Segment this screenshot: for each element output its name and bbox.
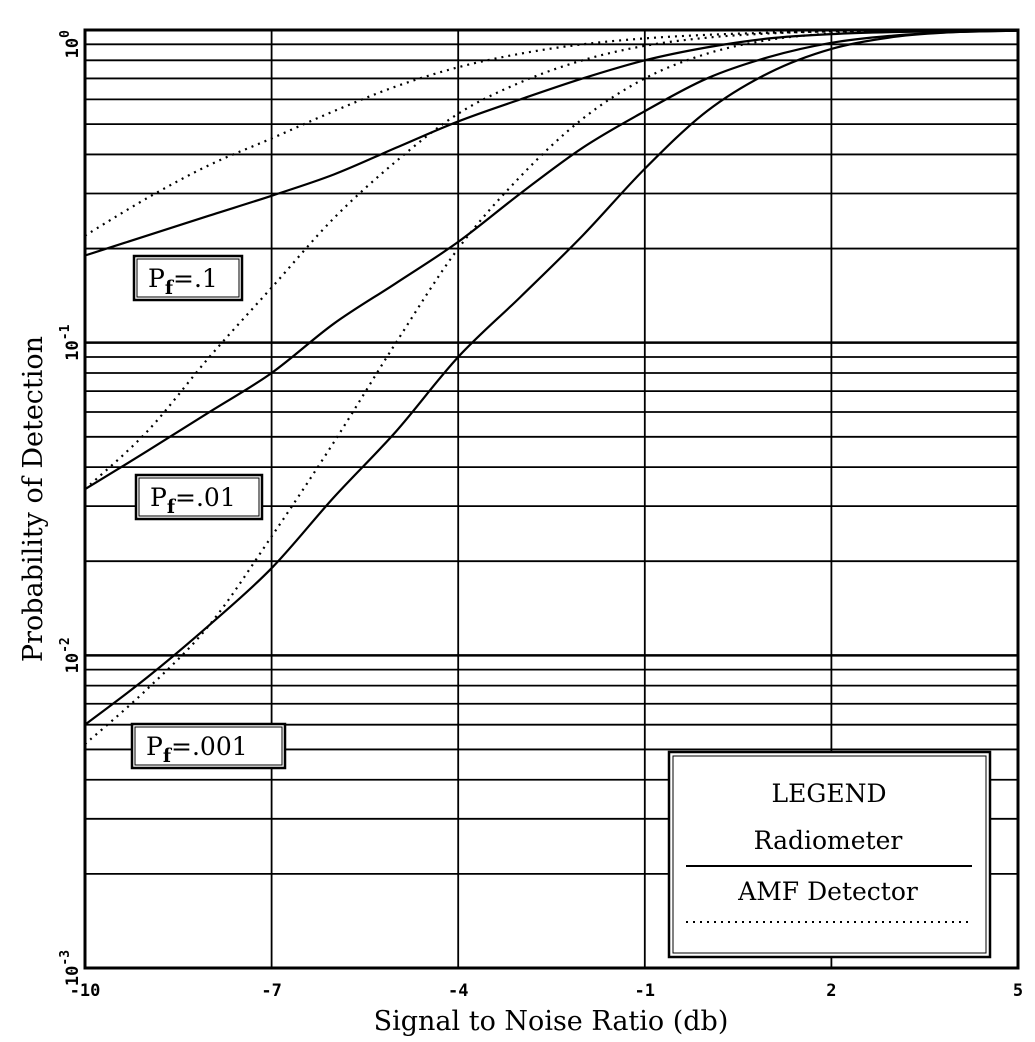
grid-lines: [85, 30, 1018, 968]
svg-text:Pf=.001: Pf=.001: [146, 732, 248, 767]
legend-inner-border: [672, 755, 987, 954]
legend-title: LEGEND: [772, 779, 887, 808]
annotation-boxes: Pf=.1 Pf=.01 Pf=.001: [130, 254, 287, 770]
legend-label-radiometer: Radiometer: [754, 826, 903, 855]
svg-text:Pf=.01: Pf=.01: [150, 483, 236, 518]
x-axis-label: Signal to Noise Ratio (db): [374, 1006, 729, 1037]
radiometer-curve-2: [84, 29, 1019, 491]
svg-text:10-2: 10-2: [58, 637, 83, 673]
legend: LEGEND Radiometer AMF Detector: [667, 750, 992, 959]
y-tick-labels: 10-3 10-2 10-1 100: [58, 30, 83, 986]
y-tick-label: 10-3: [58, 950, 83, 986]
y-tick-label: 10-1: [58, 324, 83, 360]
legend-label-amf-detector: AMF Detector: [737, 877, 918, 906]
pf-annotation-box: Pf=.001: [130, 722, 287, 770]
radiometer-curve-3: [84, 29, 1019, 726]
x-tick-label: -10: [70, 981, 101, 1001]
svg-text:100: 100: [58, 30, 83, 58]
svg-text:Pf=.1: Pf=.1: [148, 264, 218, 299]
y-tick-label: 100: [58, 30, 83, 58]
x-tick-label: 2: [826, 981, 836, 1001]
x-tick-label: -4: [448, 981, 468, 1001]
pf-annotation-box: Pf=.01: [134, 473, 264, 521]
x-tick-label: -7: [261, 981, 281, 1001]
y-tick-label: 10-2: [58, 637, 83, 673]
pf-annotation-box: Pf=.1: [132, 254, 244, 302]
radiometer-curve-1: [84, 29, 1019, 257]
plot-frame: [83, 28, 1020, 970]
x-tick-label: -1: [635, 981, 655, 1001]
y-axis-label: Probability of Detection: [18, 336, 49, 662]
x-tick-label: 5: [1013, 981, 1023, 1001]
x-tick-labels: -10 -7 -4 -1 2 5: [70, 981, 1023, 1001]
svg-text:10-3: 10-3: [58, 950, 83, 986]
svg-text:10-1: 10-1: [58, 324, 83, 360]
